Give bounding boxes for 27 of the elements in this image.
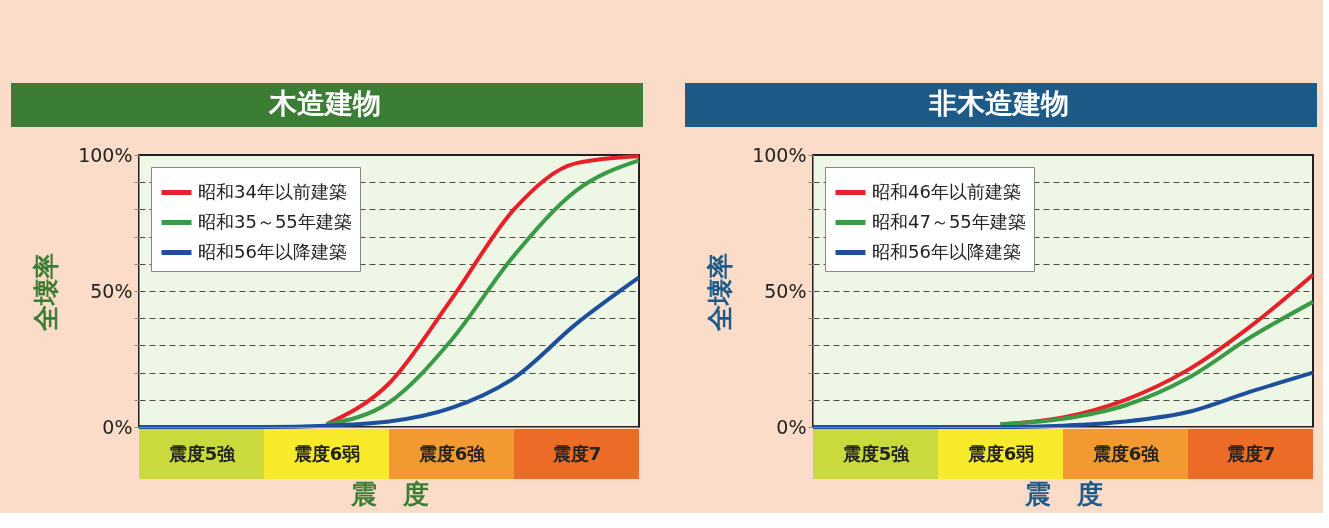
legend-label: 昭和35～55年建築 <box>198 210 352 232</box>
y-tick-label: 100% <box>78 143 133 166</box>
x-tick-label: 震度6強 <box>1091 442 1161 464</box>
x-tick-label: 震度5強 <box>167 442 237 464</box>
y-tick-label: 100% <box>752 143 807 166</box>
legend-label: 昭和46年以前建築 <box>872 180 1021 202</box>
y-tick-label: 50% <box>90 279 133 302</box>
chart-title: 非木造建物 <box>928 87 1069 120</box>
x-tick-label: 震度6強 <box>417 442 487 464</box>
y-tick-label: 50% <box>764 279 807 302</box>
x-tick-label: 震度7 <box>1225 442 1276 464</box>
x-axis-title: 震 度 <box>1023 478 1103 509</box>
x-tick-label: 震度6弱 <box>966 442 1035 464</box>
y-axis-title: 全壊率 <box>31 252 62 332</box>
y-tick-label: 0% <box>102 415 133 438</box>
chart-title: 木造建物 <box>268 87 381 120</box>
x-tick-label: 震度6弱 <box>292 442 361 464</box>
legend-label: 昭和56年以降建築 <box>872 240 1021 262</box>
legend-label: 昭和34年以前建築 <box>198 180 347 202</box>
line-series <box>998 299 1315 427</box>
legend-label: 昭和56年以降建築 <box>198 240 347 262</box>
legend-label: 昭和47～55年建築 <box>872 210 1026 232</box>
y-tick-label: 0% <box>776 415 807 438</box>
y-axis-title: 全壊率 <box>705 252 736 332</box>
x-axis-title: 震 度 <box>349 478 429 509</box>
x-tick-label: 震度7 <box>551 442 602 464</box>
x-tick-label: 震度5強 <box>841 442 911 464</box>
